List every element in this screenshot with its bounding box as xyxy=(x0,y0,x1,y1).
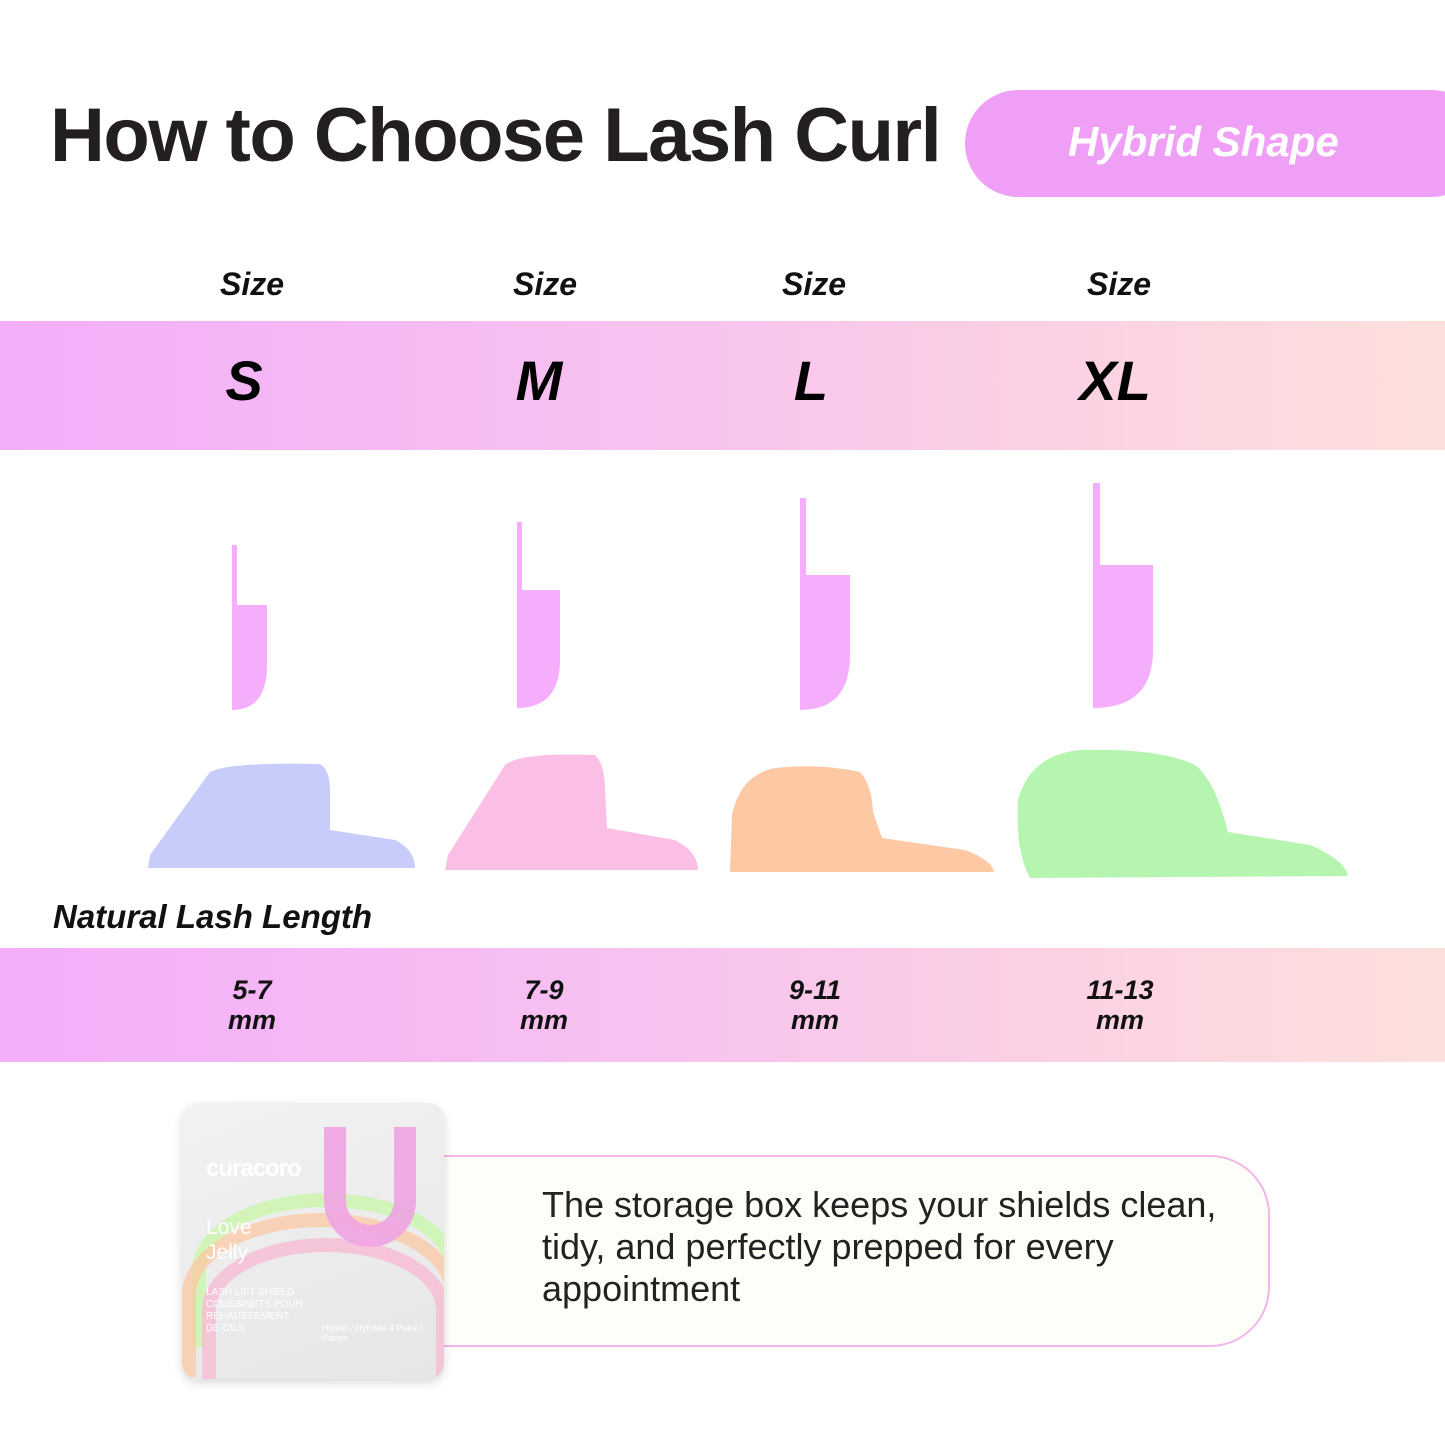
length-xl-unit: mm xyxy=(1095,1005,1144,1035)
shield-m xyxy=(445,754,698,870)
shape-badge-label: Hybrid Shape xyxy=(1068,118,1339,165)
box-subtitle: LASH LIFT SHIELD COUSSINETS POUR REHAUSSEM… xyxy=(206,1287,303,1335)
box-product-name: Love Jelly xyxy=(206,1215,252,1265)
length-m-value: 7-9 xyxy=(524,975,564,1005)
length-heading: Natural Lash Length xyxy=(53,898,373,935)
size-label-s: Size xyxy=(219,266,285,302)
size-label-xl: Size xyxy=(1086,266,1152,302)
size-xl: XL xyxy=(1079,349,1151,412)
length-l-value: 9-11 xyxy=(788,975,842,1005)
brand-u-logo xyxy=(324,1127,416,1247)
size-s: S xyxy=(225,349,263,412)
shield-s xyxy=(148,763,415,868)
product-box-image: curacoro Love Jelly LASH LIFT SHIELD COUSS… xyxy=(182,1103,444,1379)
box-name-2: Jelly xyxy=(206,1241,249,1264)
callout-box xyxy=(400,1155,1270,1347)
shape-badge: Hybrid Shape xyxy=(965,90,1445,197)
curl-shape-l xyxy=(800,498,850,710)
length-m: 7-9 mm xyxy=(444,975,644,1035)
length-xl-value: 11-13 xyxy=(1086,975,1154,1005)
length-l: 9-11 mm xyxy=(715,975,915,1035)
box-sub-2: COUSSINETS POUR xyxy=(206,1299,303,1310)
size-l: L xyxy=(793,349,829,412)
curl-shape-xl xyxy=(1093,483,1153,708)
length-xl: 11-13 mm xyxy=(1020,975,1220,1035)
length-m-unit: mm xyxy=(519,1005,568,1035)
size-label-l: Size xyxy=(781,266,847,302)
size-label-m: Size xyxy=(512,266,578,302)
box-sub-4: DE CILS xyxy=(206,1323,245,1334)
shield-l xyxy=(730,766,994,872)
size-band xyxy=(0,321,1445,450)
box-sub-3: REHAUSSEMENT xyxy=(206,1311,290,1322)
size-m: M xyxy=(515,349,563,412)
curl-shape-m xyxy=(517,522,560,708)
shapes-illustration xyxy=(148,483,1348,878)
box-sub-1: LASH LIFT SHIELD xyxy=(206,1287,295,1298)
box-brand: curacoro xyxy=(206,1155,302,1182)
box-count: 4 Pairs / Paires xyxy=(322,1323,423,1343)
shield-xl xyxy=(1017,749,1348,878)
length-band xyxy=(0,948,1445,1062)
length-l-unit: mm xyxy=(790,1005,839,1035)
length-s-value: 5-7 xyxy=(232,975,272,1005)
box-type: Hybrid / Hybride xyxy=(322,1323,387,1333)
page-title: How to Choose Lash Curl xyxy=(50,93,942,178)
callout-text: The storage box keeps your shields clean… xyxy=(542,1184,1217,1309)
box-name-1: Love xyxy=(206,1216,252,1239)
curl-shape-s xyxy=(232,545,267,710)
length-s-unit: mm xyxy=(227,1005,276,1035)
length-s: 5-7 mm xyxy=(152,975,352,1035)
box-details: Hybrid / Hybride 4 Pairs / Paires xyxy=(322,1323,444,1343)
